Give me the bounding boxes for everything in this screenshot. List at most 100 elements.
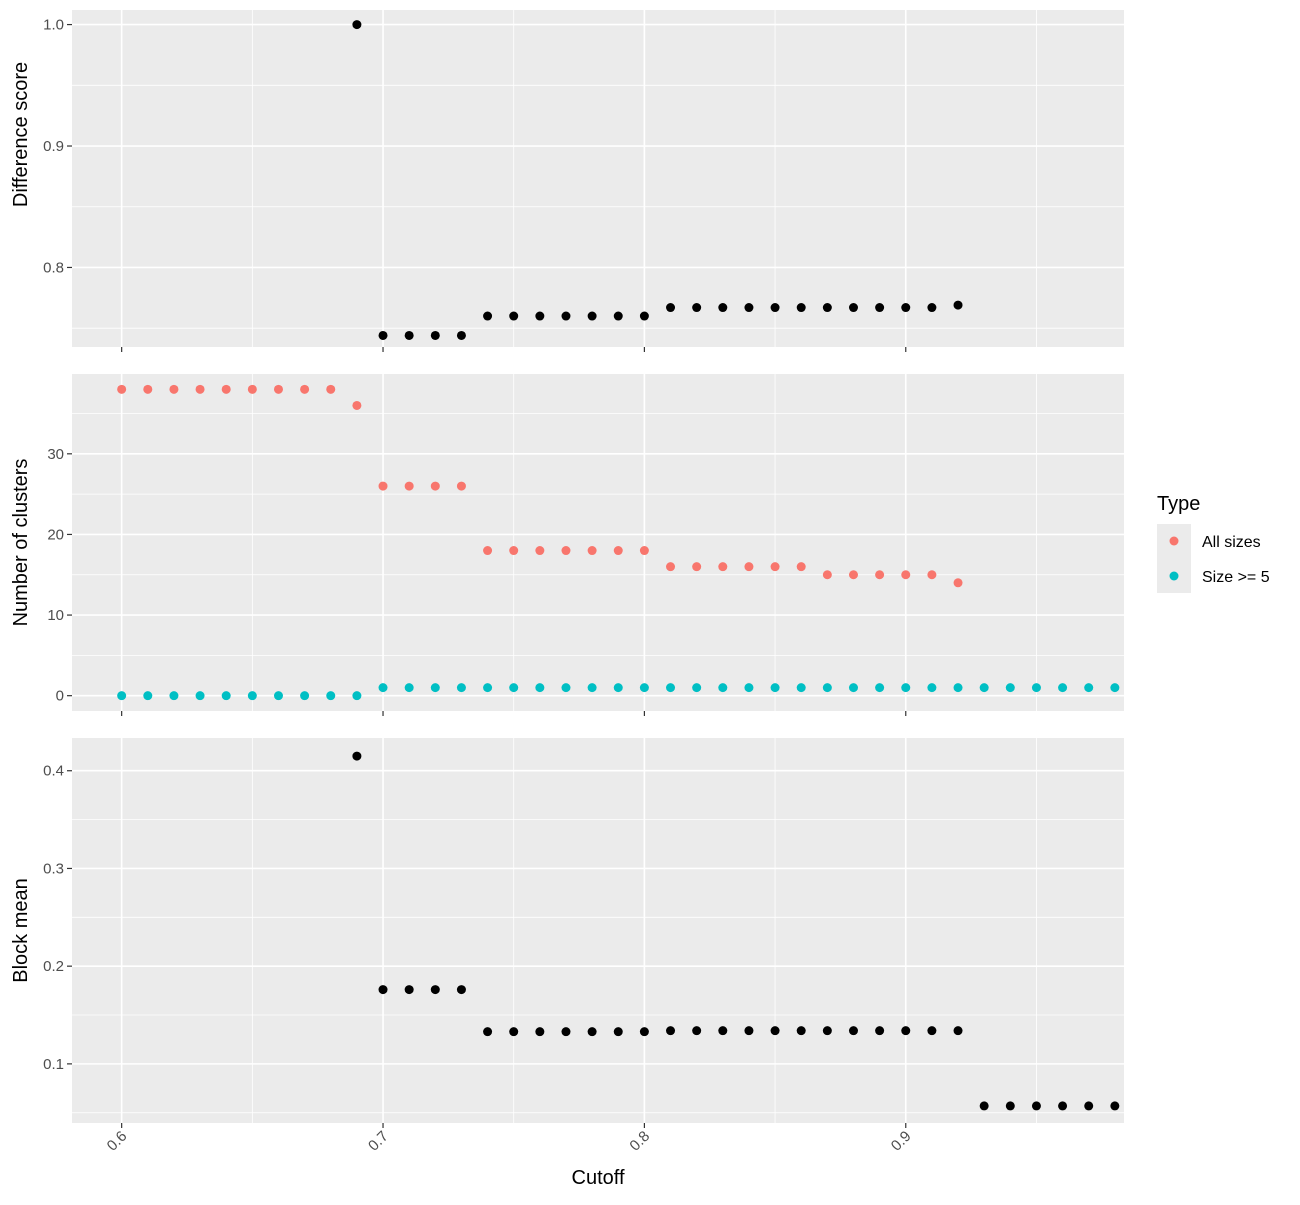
data-point-series xyxy=(744,303,754,313)
y-tick-label: 0.9 xyxy=(43,138,64,155)
data-point-size-5 xyxy=(1005,683,1015,693)
legend-key-all-sizes xyxy=(1169,536,1179,546)
data-point-all-sizes xyxy=(561,546,571,556)
data-point-series xyxy=(639,311,649,321)
data-point-series xyxy=(718,303,728,313)
data-point-size-5 xyxy=(1031,683,1041,693)
data-point-series xyxy=(613,311,623,321)
data-point-series xyxy=(509,1027,519,1037)
y-axis-title-block-mean: Block mean xyxy=(10,878,32,983)
data-point-series xyxy=(927,1026,937,1036)
data-point-series xyxy=(456,985,466,995)
data-point-size-5 xyxy=(639,683,649,693)
data-point-all-sizes xyxy=(509,546,519,556)
data-point-all-sizes xyxy=(535,546,545,556)
data-point-size-5 xyxy=(247,691,257,701)
data-point-series xyxy=(848,303,858,313)
data-point-series xyxy=(744,1026,754,1036)
legend-title: Type xyxy=(1157,493,1200,515)
data-point-series xyxy=(718,1026,728,1036)
data-point-size-5 xyxy=(613,683,623,693)
data-point-series xyxy=(561,311,571,321)
data-point-series xyxy=(587,1027,597,1037)
data-point-size-5 xyxy=(169,691,179,701)
data-point-size-5 xyxy=(770,683,780,693)
data-point-size-5 xyxy=(848,683,858,693)
data-point-size-5 xyxy=(718,683,728,693)
data-point-size-5 xyxy=(901,683,911,693)
y-tick-label: 0.2 xyxy=(43,958,64,975)
data-point-all-sizes xyxy=(300,384,310,394)
data-point-series xyxy=(483,311,493,321)
data-point-size-5 xyxy=(953,683,963,693)
data-point-size-5 xyxy=(430,683,440,693)
data-point-series xyxy=(927,303,937,313)
data-point-series xyxy=(639,1027,649,1037)
data-point-all-sizes xyxy=(326,384,336,394)
data-point-size-5 xyxy=(456,683,466,693)
data-point-series xyxy=(561,1027,571,1037)
data-point-size-5 xyxy=(587,683,597,693)
panel-number-of-clusters: 0 10 20 30 Number of clusters xyxy=(10,374,1124,716)
data-point-all-sizes xyxy=(456,481,466,491)
data-point-size-5 xyxy=(143,691,153,701)
data-point-series xyxy=(875,1026,885,1036)
legend-label-size-ge-5: Size >= 5 xyxy=(1202,569,1270,586)
data-point-all-sizes xyxy=(273,384,283,394)
y-tick-label: 10 xyxy=(47,607,64,624)
data-point-all-sizes xyxy=(587,546,597,556)
data-point-series xyxy=(796,303,806,313)
data-point-all-sizes xyxy=(875,570,885,580)
data-point-size-5 xyxy=(509,683,519,693)
data-point-all-sizes xyxy=(927,570,937,580)
data-point-size-5 xyxy=(666,683,676,693)
y-tick-label: 0.3 xyxy=(43,860,64,877)
data-point-all-sizes xyxy=(117,384,127,394)
data-point-series xyxy=(1084,1101,1094,1111)
data-point-all-sizes xyxy=(796,562,806,572)
data-point-series xyxy=(535,1027,545,1037)
data-point-all-sizes xyxy=(692,562,702,572)
legend-label-all-sizes: All sizes xyxy=(1202,534,1261,551)
data-point-series xyxy=(875,303,885,313)
data-point-series xyxy=(822,1026,832,1036)
y-tick-label: 0.4 xyxy=(43,763,64,780)
data-point-size-5 xyxy=(875,683,885,693)
data-point-series xyxy=(430,985,440,995)
data-point-size-5 xyxy=(300,691,310,701)
legend-key-size-ge-5 xyxy=(1169,571,1179,581)
x-axis: 0.6 0.7 0.8 0.9 xyxy=(104,1128,915,1155)
data-point-all-sizes xyxy=(378,481,388,491)
data-point-series xyxy=(848,1026,858,1036)
data-point-size-5 xyxy=(979,683,989,693)
data-point-all-sizes xyxy=(247,384,257,394)
data-point-all-sizes xyxy=(404,481,414,491)
y-tick-label: 0.1 xyxy=(43,1056,64,1073)
data-point-all-sizes xyxy=(352,400,362,410)
data-point-all-sizes xyxy=(822,570,832,580)
data-point-all-sizes xyxy=(718,562,728,572)
x-tick-label: 0.7 xyxy=(365,1128,392,1155)
data-point-size-5 xyxy=(561,683,571,693)
data-point-series xyxy=(1031,1101,1041,1111)
data-point-series xyxy=(1058,1101,1068,1111)
data-point-series xyxy=(378,985,388,995)
panel-block-mean: 0.1 0.2 0.3 0.4 Block mean xyxy=(10,738,1124,1128)
data-point-size-5 xyxy=(1110,683,1120,693)
data-point-series xyxy=(770,1026,780,1036)
data-point-size-5 xyxy=(352,691,362,701)
data-point-all-sizes xyxy=(953,578,963,588)
data-point-series xyxy=(587,311,597,321)
data-point-size-5 xyxy=(1084,683,1094,693)
data-point-all-sizes xyxy=(639,546,649,556)
data-point-all-sizes xyxy=(666,562,676,572)
data-point-all-sizes xyxy=(169,384,179,394)
data-point-series xyxy=(979,1101,989,1111)
data-point-all-sizes xyxy=(770,562,780,572)
data-point-series xyxy=(456,330,466,340)
data-point-all-sizes xyxy=(744,562,754,572)
data-point-size-5 xyxy=(796,683,806,693)
panel-background xyxy=(72,738,1124,1123)
